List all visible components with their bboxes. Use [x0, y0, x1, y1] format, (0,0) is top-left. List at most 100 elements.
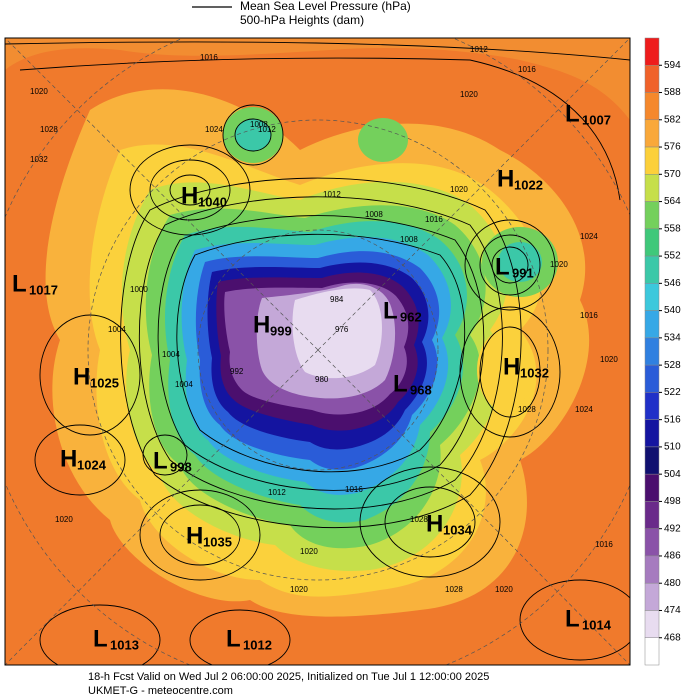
- center-letter: L: [495, 253, 510, 280]
- contour-label: 1020: [290, 585, 308, 594]
- contour-label: 1016: [425, 215, 443, 224]
- colorbar-label: 522: [664, 387, 681, 398]
- center-value: 1007: [582, 112, 611, 127]
- colorbar: 594 588 582 576 570 564 558 552 546 540 534 528 522 5…: [644, 37, 681, 666]
- colorbar-box: [644, 228, 660, 257]
- colorbar-box: [644, 283, 660, 311]
- center-letter: H: [426, 510, 443, 537]
- colorbar-label: 504: [664, 469, 681, 480]
- contour-label: 1024: [575, 405, 593, 414]
- footer-valid: 18-h Fcst Valid on Wed Jul 2 06:00:00 20…: [88, 671, 489, 683]
- center-value: 1017: [29, 282, 58, 297]
- center-value: 999: [270, 323, 292, 338]
- contour-label: 1024: [580, 232, 598, 241]
- colorbar-box: [644, 201, 660, 230]
- colorbar-label: 576: [664, 142, 681, 153]
- contour-label: 1012: [268, 488, 286, 497]
- colorbar-label: 564: [664, 196, 681, 207]
- colorbar-box: [644, 119, 660, 148]
- header-legend: Mean Sea Level Pressure (hPa) 500-hPa He…: [192, 0, 411, 27]
- center-letter: H: [60, 445, 77, 472]
- center-value: 1035: [203, 534, 232, 549]
- center-letter: L: [93, 625, 108, 652]
- legend-mslp: Mean Sea Level Pressure (hPa): [240, 0, 411, 13]
- contour-label: 1008: [400, 235, 418, 244]
- colorbar-box: [644, 637, 660, 666]
- colorbar-box: [644, 610, 660, 638]
- contour-label: 1000: [130, 285, 148, 294]
- contour-label: 1020: [55, 515, 73, 524]
- colorbar-box: [644, 582, 660, 611]
- legend-heights: 500-hPa Heights (dam): [240, 13, 364, 27]
- center-letter: H: [186, 522, 203, 549]
- contour-labels: 1016 1020 1028 1032 1024 1008 1012 1012 1016 1020…: [30, 45, 618, 594]
- contour-label: 1028: [410, 515, 428, 524]
- center-value: 1013: [110, 637, 139, 652]
- colorbar-label: 474: [664, 605, 681, 616]
- colorbar-label: 528: [664, 360, 681, 371]
- center-value: 1024: [77, 457, 107, 472]
- colorbar-box: [644, 37, 660, 66]
- colorbar-label: 534: [664, 333, 681, 344]
- contour-label: 1028: [445, 585, 463, 594]
- contour-label: 1012: [470, 45, 488, 54]
- center-letter: L: [226, 625, 241, 652]
- colorbar-box: [644, 528, 660, 557]
- colorbar-box: [644, 174, 660, 202]
- center-letter: L: [393, 370, 408, 397]
- contour-label: 1020: [550, 260, 568, 269]
- colorbar-box: [644, 555, 660, 584]
- contour-label: 1004: [108, 325, 126, 334]
- center-value: 998: [170, 459, 192, 474]
- colorbar-label: 546: [664, 278, 681, 289]
- contour-label: 1020: [450, 185, 468, 194]
- colorbar-label: 510: [664, 442, 681, 453]
- center-value: 1025: [90, 375, 119, 390]
- center-letter: L: [383, 297, 398, 324]
- colorbar-box: [644, 501, 660, 529]
- center-letter: L: [12, 270, 27, 297]
- contour-label: 984: [330, 295, 344, 304]
- center-value: 1034: [443, 522, 473, 537]
- center-letter: L: [153, 447, 168, 474]
- contour-label: 1020: [460, 90, 478, 99]
- colorbar-label: 492: [664, 523, 681, 534]
- center-letter: H: [181, 182, 198, 209]
- center-value: 1022: [514, 177, 543, 192]
- contour-label: 1016: [580, 311, 598, 320]
- contour-label: 1020: [600, 355, 618, 364]
- contour-label: 1004: [162, 350, 180, 359]
- contour-label: 1020: [30, 87, 48, 96]
- colorbar-box: [644, 337, 660, 366]
- contour-label: 1012: [258, 125, 276, 134]
- contour-label: 1016: [200, 53, 218, 62]
- colorbar-label: 582: [664, 114, 681, 125]
- center-value: 1014: [582, 617, 612, 632]
- contour-label: 1008: [365, 210, 383, 219]
- colorbar-box: [644, 65, 660, 93]
- contour-label: 1028: [518, 405, 536, 414]
- colorbar-box: [644, 446, 660, 475]
- map-frame: [4, 37, 631, 666]
- center-letter: H: [503, 353, 520, 380]
- colorbar-label: 558: [664, 223, 681, 234]
- colorbar-box: [644, 255, 660, 284]
- contour-label: 1024: [205, 125, 223, 134]
- footer-source: UKMET-G - meteocentre.com: [88, 685, 233, 697]
- center-value: 1032: [520, 365, 549, 380]
- colorbar-label: 468: [664, 632, 681, 643]
- center-letter: L: [565, 100, 580, 127]
- center-letter: L: [565, 605, 580, 632]
- contour-label: 1016: [518, 65, 536, 74]
- center-letter: H: [253, 311, 270, 338]
- contour-label: 980: [315, 375, 329, 384]
- center-letter: H: [497, 165, 514, 192]
- colorbar-box: [644, 92, 660, 121]
- contour-label: 1004: [175, 380, 193, 389]
- center-value: 962: [400, 309, 422, 324]
- contour-label: 1012: [323, 190, 341, 199]
- contour-label: 1020: [495, 585, 513, 594]
- center-value: 968: [410, 382, 432, 397]
